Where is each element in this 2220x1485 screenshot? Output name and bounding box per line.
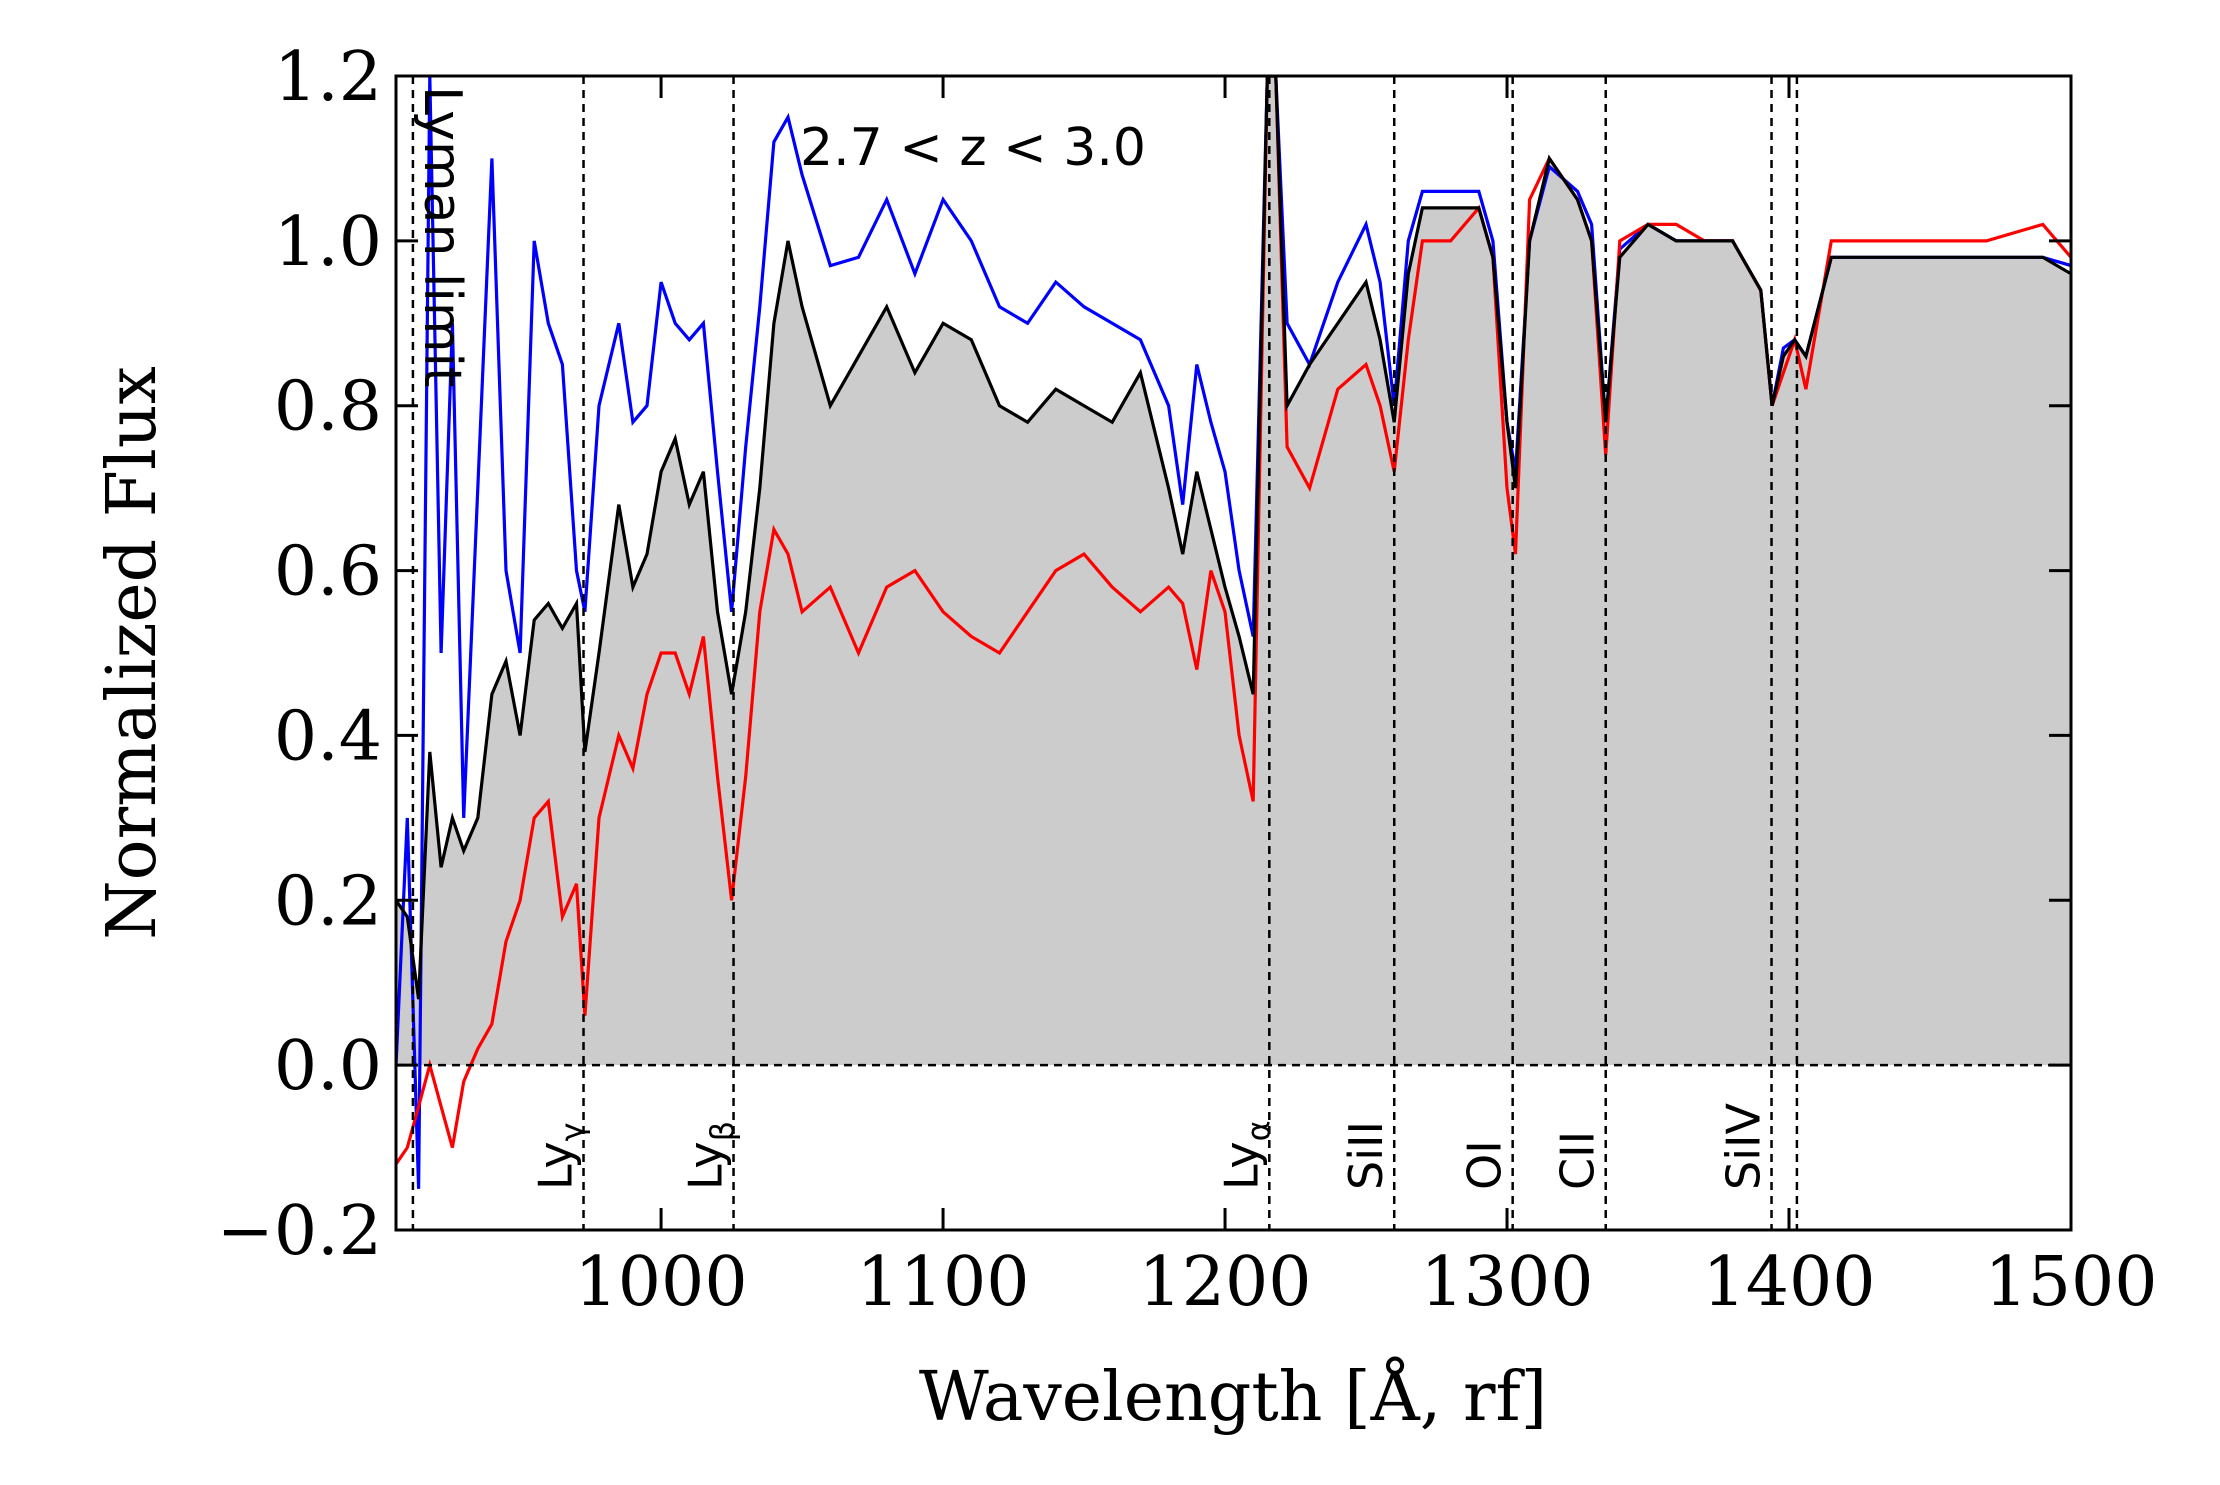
feature-label-text: OI bbox=[1458, 1140, 1512, 1190]
x-axis-label: Wavelength [Å, rf] bbox=[919, 1357, 1547, 1437]
y-tick-label: −0.2 bbox=[217, 1192, 382, 1271]
feature-label-sub: γ bbox=[554, 1122, 592, 1141]
y-tick-label: 1.0 bbox=[274, 203, 382, 282]
line bbox=[396, 76, 2071, 1166]
y-tick-label: 0.4 bbox=[274, 697, 382, 776]
feature-label-text: Ly bbox=[679, 1141, 733, 1190]
feature-label-text: SiII bbox=[1339, 1121, 1393, 1190]
line bbox=[396, 76, 2071, 1000]
feature-label-text: Ly bbox=[1214, 1141, 1268, 1190]
x-tick-label: 1400 bbox=[1702, 1243, 1875, 1322]
plot-area bbox=[396, 76, 2071, 1230]
x-tick-label: 1500 bbox=[1984, 1243, 2157, 1322]
x-tick-label: 1200 bbox=[1139, 1243, 1312, 1322]
y-tick-label: 0.6 bbox=[274, 533, 382, 612]
feature-label-sub: β bbox=[704, 1121, 742, 1141]
feature-label: CII bbox=[1551, 1131, 1605, 1190]
feature-label-text: SiIV bbox=[1717, 1102, 1771, 1190]
x-tick-label: 1000 bbox=[575, 1243, 748, 1322]
feature-label: SiIV bbox=[1717, 1102, 1771, 1190]
area bbox=[396, 76, 2071, 1066]
feature-label: SiII bbox=[1339, 1121, 1393, 1190]
x-tick-label: 1100 bbox=[857, 1243, 1030, 1322]
feature-label: Lyβ bbox=[679, 1121, 742, 1190]
x-tick-label: 1300 bbox=[1420, 1243, 1593, 1322]
feature-label: OI bbox=[1458, 1140, 1512, 1190]
feature-label-text: Ly bbox=[529, 1141, 583, 1190]
feature-label: Lyγ bbox=[529, 1122, 592, 1190]
feature-label-text: CII bbox=[1551, 1131, 1605, 1190]
annotation: 2.7 < z < 3.0 bbox=[800, 118, 1146, 178]
feature-label: Lyα bbox=[1214, 1120, 1277, 1190]
y-tick-label: 1.2 bbox=[274, 38, 382, 117]
axes-frame bbox=[394, 74, 2073, 1232]
y-tick-label: 0.8 bbox=[274, 368, 382, 447]
feature-label: Lyman limit bbox=[412, 86, 472, 387]
feature-label-sub: α bbox=[1239, 1120, 1277, 1141]
y-tick-label: 0.0 bbox=[274, 1027, 382, 1106]
y-tick-label: 0.2 bbox=[274, 862, 382, 941]
y-axis-label: Normalized Flux bbox=[93, 366, 172, 940]
